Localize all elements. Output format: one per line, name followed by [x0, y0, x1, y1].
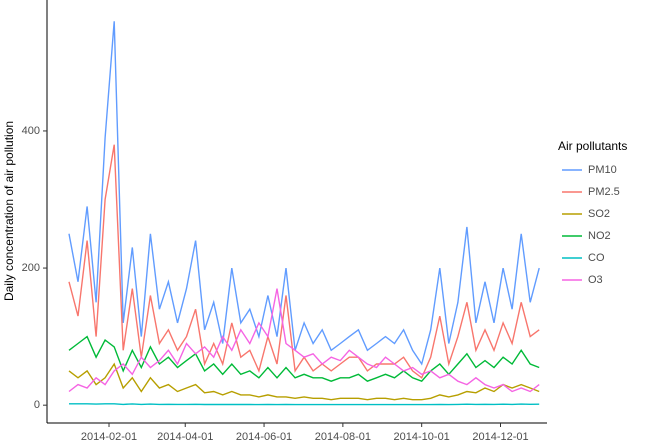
- series-line: [68, 21, 540, 366]
- y-tick-label: 400: [22, 125, 40, 137]
- legend-label: CO: [588, 252, 605, 264]
- series-line: [68, 362, 540, 401]
- legend-label: PM2.5: [588, 186, 620, 198]
- legend-label: NO2: [588, 230, 611, 242]
- series-line: [68, 144, 540, 379]
- x-tick-label: 2014-12-01: [472, 431, 528, 441]
- series-line: [69, 403, 540, 406]
- legend-label: O3: [588, 274, 603, 286]
- x-tick-label: 2014-10-01: [394, 431, 450, 441]
- x-tick-label: 2014-04-01: [157, 431, 213, 441]
- legend-title: Air pollutants: [558, 139, 627, 153]
- legend-label: PM10: [588, 164, 617, 176]
- series-line: [68, 288, 540, 393]
- x-tick-label: 2014-08-01: [315, 431, 371, 441]
- y-tick-label: 0: [34, 399, 40, 411]
- x-tick-label: 2014-06-01: [236, 431, 292, 441]
- y-tick-label: 200: [22, 262, 40, 274]
- x-tick-label: 2014-02-01: [81, 431, 137, 441]
- legend-label: SO2: [588, 208, 610, 220]
- series-line: [68, 335, 540, 383]
- y-axis-label: Daily concentration of air pollution: [2, 121, 16, 301]
